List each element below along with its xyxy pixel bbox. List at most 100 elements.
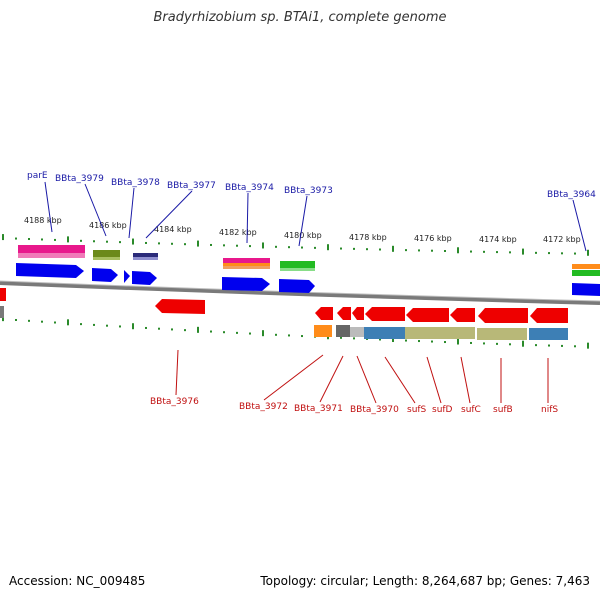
minor-tick	[288, 246, 290, 249]
gene-label-sufS[interactable]: sufS	[407, 405, 427, 415]
kbp-label: 4172 kbp	[543, 235, 581, 244]
reverse-genes	[0, 288, 568, 323]
major-tick	[132, 238, 134, 245]
genome-backbone	[0, 281, 600, 305]
minor-tick	[483, 342, 485, 345]
minor-tick	[223, 244, 225, 247]
major-tick	[327, 244, 329, 251]
gene-label-nifS[interactable]: nifS	[541, 405, 558, 415]
gene-arrow-forward[interactable]	[124, 270, 130, 283]
minor-tick	[444, 341, 446, 344]
major-tick	[587, 342, 589, 349]
gene-arrow-reverse[interactable]	[315, 307, 333, 320]
genome-title: Bradyrhizobium sp. BTAi1, complete genom…	[153, 10, 447, 25]
minor-tick	[496, 251, 498, 254]
gene-arrow-reverse[interactable]	[365, 307, 405, 321]
major-tick	[392, 245, 394, 252]
forward-genes	[16, 263, 600, 296]
kbp-label: 4174 kbp	[479, 235, 517, 244]
gene-label-bbta-3970[interactable]: BBta_3970	[350, 405, 399, 415]
minor-tick	[106, 324, 108, 327]
kbp-label: 4180 kbp	[284, 231, 322, 240]
accession-text: Accession: NC_009485	[9, 574, 146, 588]
minor-tick	[340, 336, 342, 339]
gene-arrow-reverse[interactable]	[530, 308, 568, 323]
gene-label-bbta-3976[interactable]: BBta_3976	[150, 397, 199, 407]
minor-tick	[93, 240, 95, 243]
minor-tick	[80, 323, 82, 326]
gene-arrow-reverse[interactable]	[155, 299, 205, 314]
gene-label-sufC[interactable]: sufC	[461, 405, 481, 415]
minor-tick	[379, 338, 381, 341]
gene-arrow-forward[interactable]	[222, 277, 270, 291]
minor-tick	[418, 340, 420, 343]
minor-tick	[301, 335, 303, 338]
minor-tick	[28, 238, 30, 241]
bottom-gene-labels: BBta_3976 BBta_3972 BBta_3971 BBta_3970 …	[150, 349, 558, 415]
minor-tick	[223, 331, 225, 334]
kbp-label: 4176 kbp	[414, 234, 452, 243]
minor-tick	[353, 247, 355, 250]
minor-tick	[171, 328, 173, 331]
gene-label-bbta-3972[interactable]: BBta_3972	[239, 402, 288, 412]
minor-tick	[340, 247, 342, 250]
minor-tick	[158, 242, 160, 245]
gene-label-bbta-3971[interactable]: BBta_3971	[294, 404, 343, 414]
minor-tick	[93, 323, 95, 326]
minor-tick	[275, 245, 277, 248]
gene-label-bbta-3974[interactable]: BBta_3974	[225, 183, 274, 193]
minor-tick	[41, 320, 43, 323]
minor-tick	[15, 237, 17, 240]
gene-arrow-forward[interactable]	[279, 279, 315, 293]
minor-tick	[249, 332, 251, 335]
minor-tick	[210, 330, 212, 333]
gene-label-bbta-3978[interactable]: BBta_3978	[111, 178, 160, 188]
gene-label-bbta-3973[interactable]: BBta_3973	[284, 186, 333, 196]
minor-tick	[431, 249, 433, 252]
gene-arrow-reverse[interactable]	[0, 288, 6, 301]
minor-tick	[548, 344, 550, 347]
gene-arrow-reverse[interactable]	[478, 308, 528, 323]
minor-tick	[236, 244, 238, 247]
kbp-label: 4186 kbp	[89, 221, 127, 230]
gene-arrow-reverse[interactable]	[352, 307, 364, 320]
minor-tick	[470, 341, 472, 344]
minor-tick	[41, 238, 43, 241]
minor-tick	[418, 249, 420, 252]
minor-tick	[54, 321, 56, 324]
minor-tick	[353, 337, 355, 340]
gene-arrow-reverse[interactable]	[406, 308, 449, 322]
gene-arrow-reverse[interactable]	[450, 308, 475, 322]
gene-label-sufD[interactable]: sufD	[432, 405, 453, 415]
minor-tick	[574, 252, 576, 255]
gene-arrow-forward[interactable]	[132, 271, 157, 285]
gene-arrow-forward[interactable]	[92, 268, 118, 282]
major-tick	[457, 247, 459, 254]
gene-label-sufB[interactable]: sufB	[493, 405, 513, 415]
minor-tick	[496, 342, 498, 345]
gene-label-bbta-3964[interactable]: BBta_3964	[547, 190, 596, 200]
minor-tick	[54, 238, 56, 241]
minor-tick	[275, 333, 277, 336]
minor-tick	[509, 343, 511, 346]
minor-tick	[431, 340, 433, 343]
gene-label-bbta-3977[interactable]: BBta_3977	[167, 181, 216, 191]
minor-tick	[145, 241, 147, 244]
gene-label-parE[interactable]: parE	[27, 171, 48, 181]
major-tick	[522, 248, 524, 255]
minor-tick	[158, 327, 160, 330]
top-gene-labels: parE BBta_3979 BBta_3978 BBta_3977 BBta_…	[27, 171, 596, 252]
top-tick-track	[2, 234, 589, 256]
minor-tick	[470, 250, 472, 253]
minor-tick	[561, 344, 563, 347]
major-tick	[2, 315, 4, 322]
minor-tick	[210, 243, 212, 246]
minor-tick	[288, 334, 290, 337]
gene-arrow-forward[interactable]	[572, 283, 600, 296]
gene-arrow-reverse[interactable]	[337, 307, 351, 320]
bottom-feature-row	[0, 306, 568, 340]
major-tick	[67, 236, 69, 243]
gene-arrow-forward[interactable]	[16, 263, 84, 278]
gene-label-bbta-3979[interactable]: BBta_3979	[55, 174, 104, 184]
minor-tick	[535, 344, 537, 347]
